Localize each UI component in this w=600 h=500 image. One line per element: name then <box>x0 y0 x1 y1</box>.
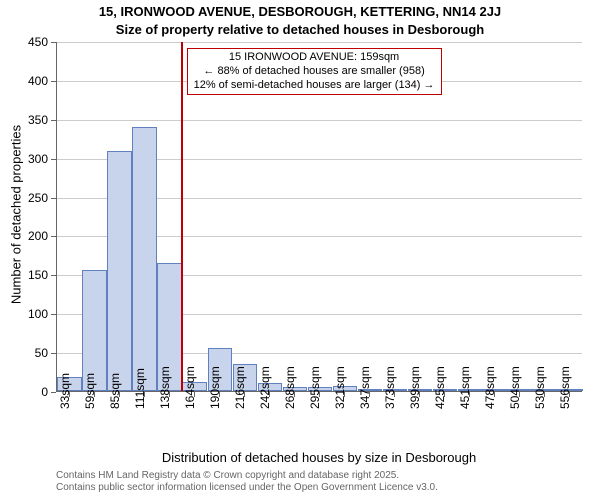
ytick-label: 50 <box>16 346 48 360</box>
chart-title-line1: 15, IRONWOOD AVENUE, DESBOROUGH, KETTERI… <box>0 4 600 19</box>
histogram-bar <box>107 151 132 391</box>
ytick-label: 200 <box>16 229 48 243</box>
ytick-label: 150 <box>16 268 48 282</box>
chart-title-line2: Size of property relative to detached ho… <box>0 22 600 37</box>
annotation-box: 15 IRONWOOD AVENUE: 159sqm ← 88% of deta… <box>187 48 442 95</box>
footer-line-1: Contains HM Land Registry data © Crown c… <box>56 470 399 481</box>
ytick-mark <box>51 159 56 160</box>
ytick-mark <box>51 275 56 276</box>
annotation-line-3: 12% of semi-detached houses are larger (… <box>194 79 435 93</box>
histogram-bar <box>132 127 157 391</box>
annotation-line-1: 15 IRONWOOD AVENUE: 159sqm <box>194 51 435 65</box>
footer-line-2: Contains public sector information licen… <box>56 482 438 493</box>
ytick-mark <box>51 120 56 121</box>
ytick-mark <box>51 353 56 354</box>
ytick-mark <box>51 314 56 315</box>
x-axis-label: Distribution of detached houses by size … <box>56 450 582 465</box>
gridline <box>57 42 582 43</box>
ytick-mark <box>51 392 56 393</box>
gridline <box>57 120 582 121</box>
chart-container: 15, IRONWOOD AVENUE, DESBOROUGH, KETTERI… <box>0 0 600 500</box>
ytick-mark <box>51 81 56 82</box>
y-axis-label: Number of detached properties <box>9 115 24 315</box>
ytick-label: 0 <box>16 385 48 399</box>
ytick-label: 300 <box>16 152 48 166</box>
ytick-label: 100 <box>16 307 48 321</box>
plot-area: 15 IRONWOOD AVENUE: 159sqm ← 88% of deta… <box>56 42 582 392</box>
ytick-mark <box>51 42 56 43</box>
ytick-label: 450 <box>16 35 48 49</box>
annotation-line-2: ← 88% of detached houses are smaller (95… <box>194 65 435 79</box>
ytick-label: 250 <box>16 191 48 205</box>
ytick-label: 350 <box>16 113 48 127</box>
ytick-mark <box>51 198 56 199</box>
marker-vertical-line <box>181 42 183 391</box>
ytick-label: 400 <box>16 74 48 88</box>
ytick-mark <box>51 236 56 237</box>
